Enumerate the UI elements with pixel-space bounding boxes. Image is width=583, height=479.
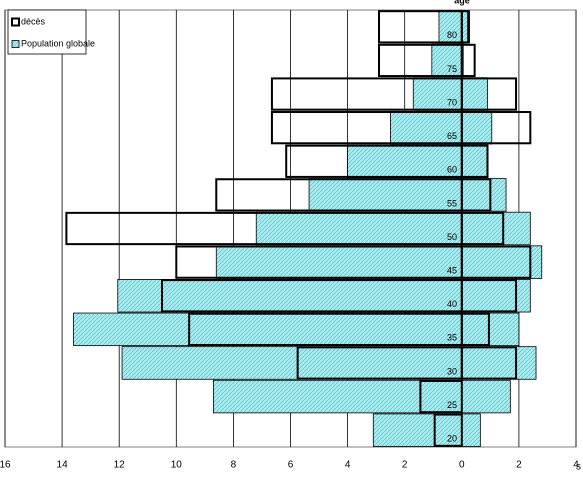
age-label: 45 xyxy=(447,265,457,275)
population-bar xyxy=(347,144,463,178)
age-label: 80 xyxy=(447,30,457,40)
x-tick-label: 2 xyxy=(402,460,408,471)
population-bar xyxy=(461,77,488,111)
age-label: 35 xyxy=(447,333,457,343)
x-tick-label: 2 xyxy=(516,460,522,471)
deces-bar xyxy=(460,211,505,246)
population-bar xyxy=(461,346,537,380)
population-bar xyxy=(461,379,511,414)
population-bar xyxy=(412,77,463,111)
population-bar xyxy=(461,312,520,347)
population-bar xyxy=(461,144,488,178)
x-tick-label: 4 xyxy=(345,460,351,471)
population-bar xyxy=(121,346,463,380)
legend-swatch xyxy=(11,17,20,27)
deces-bar xyxy=(460,111,532,145)
age-label: 25 xyxy=(447,400,457,410)
deces-bar xyxy=(460,346,518,380)
deces-bar xyxy=(460,10,470,44)
deces-bar xyxy=(460,279,518,313)
legend: décès Population globale xyxy=(7,9,95,55)
population-bar xyxy=(117,279,463,313)
population-bar xyxy=(461,211,531,246)
legend-label: Population globale xyxy=(21,38,95,48)
age-label: 65 xyxy=(447,131,457,141)
age-label: 60 xyxy=(447,165,457,175)
population-bar xyxy=(255,211,463,246)
x-tick-label: 16 xyxy=(0,460,11,471)
age-label: 75 xyxy=(447,64,457,74)
deces-bar xyxy=(419,379,463,414)
population-bar xyxy=(461,178,507,212)
age-label: 40 xyxy=(447,299,457,309)
legend-box xyxy=(7,9,87,55)
deces-bar xyxy=(460,312,490,346)
x-axis-label: s xyxy=(576,462,581,473)
x-tick-label: 0 xyxy=(459,460,465,471)
population-bar xyxy=(461,110,493,145)
deces-bar xyxy=(460,77,518,111)
legend-swatch xyxy=(11,40,20,48)
population-bar xyxy=(215,245,463,279)
deces-bar xyxy=(460,43,476,78)
age-label: 30 xyxy=(447,366,457,376)
deces-bar xyxy=(460,245,532,279)
x-tick-label: 6 xyxy=(288,460,294,471)
population-bar xyxy=(372,413,463,447)
age-label: 20 xyxy=(447,434,457,444)
x-tick-label: 14 xyxy=(57,460,69,471)
population-bar xyxy=(461,413,481,447)
x-tick-label: 12 xyxy=(114,460,126,471)
population-bar xyxy=(461,279,531,313)
deces-bar xyxy=(460,144,489,178)
x-tick-label: 8 xyxy=(231,460,237,471)
population-bar xyxy=(213,379,463,414)
deces-bar xyxy=(433,413,463,447)
y-axis-label: âge xyxy=(454,0,470,5)
legend-label: décès xyxy=(21,16,46,26)
population-bar xyxy=(308,178,463,212)
x-tick-label: 10 xyxy=(171,460,183,471)
age-label: 50 xyxy=(447,232,457,242)
age-label: 55 xyxy=(447,198,457,208)
age-label: 70 xyxy=(447,97,457,107)
x-tick-label: 4 xyxy=(573,460,579,471)
population-bar xyxy=(431,43,463,78)
deces-bar xyxy=(460,178,492,212)
population-bar xyxy=(73,312,463,347)
